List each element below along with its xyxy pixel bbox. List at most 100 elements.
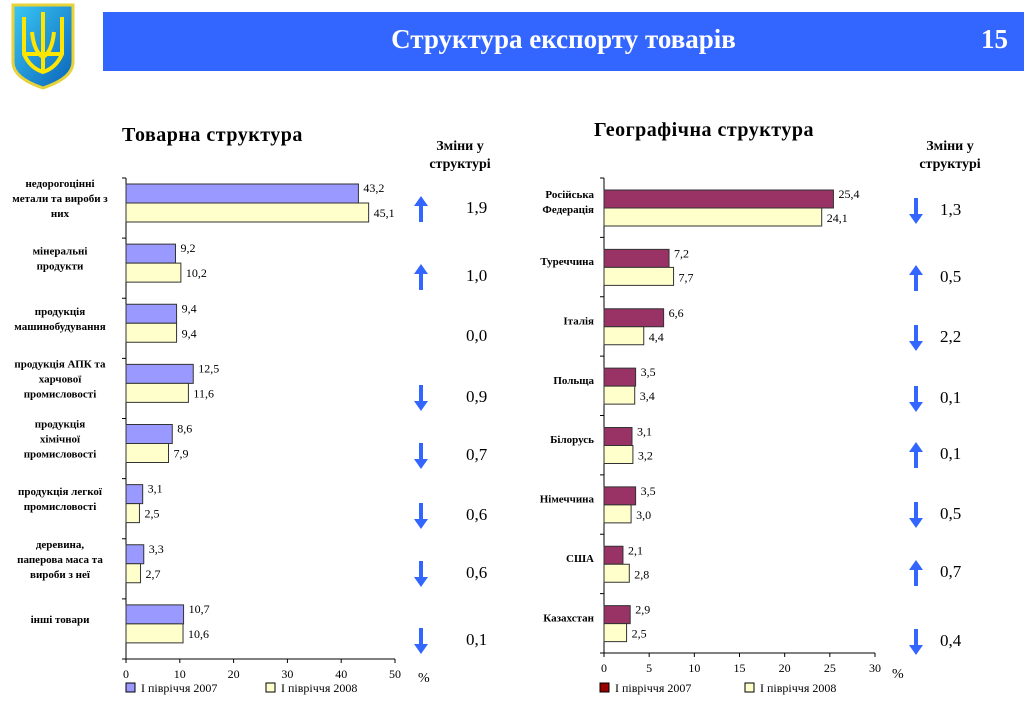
data-label: 7,2 [674, 246, 689, 260]
category-label: деревина, паперова маса та вироби з неї [17, 539, 103, 581]
data-label: 45,1 [374, 206, 395, 220]
data-label: 43,2 [363, 181, 384, 195]
data-label: 10,2 [186, 266, 207, 280]
arrow-up-icon [414, 196, 428, 222]
data-label: 10,6 [188, 627, 209, 641]
bar-2008 [125, 623, 184, 644]
change-value: 0,1 [940, 444, 962, 463]
data-label: 7,9 [174, 447, 189, 461]
category-label: США [566, 553, 594, 565]
data-label: 24,1 [827, 211, 848, 225]
change-value: 2,2 [940, 327, 962, 346]
bar-2007 [603, 248, 670, 268]
arrow-down-icon [909, 198, 923, 224]
change-value: 0,7 [466, 445, 488, 464]
category-label: недорогоцінні метали та вироби з них [12, 178, 108, 220]
bar-2007 [603, 308, 665, 328]
change-value: 0,6 [466, 563, 488, 582]
bar-2008 [603, 207, 823, 227]
data-label: 6,6 [669, 306, 684, 320]
bar-2007 [603, 545, 624, 565]
data-label: 11,6 [193, 386, 214, 400]
bar-2008 [603, 623, 628, 643]
slide-title: Структура експорту товарів [391, 24, 736, 54]
bar-2008 [603, 563, 630, 583]
x-tick-label: 40 [335, 667, 347, 681]
change-value: 1,3 [940, 200, 962, 219]
category-label: Казахстан [543, 612, 594, 624]
legend-label: І півріччя 2008 [760, 681, 836, 695]
x-tick-label: 30 [281, 667, 293, 681]
bar-2008 [603, 266, 675, 286]
data-label: 8,6 [177, 422, 192, 436]
data-label: 2,8 [634, 567, 649, 581]
category-label: Італія [563, 315, 594, 327]
data-label: 3,2 [638, 449, 653, 463]
data-label: 9,2 [180, 241, 195, 255]
page-number: 15 [981, 24, 1008, 54]
data-label: 10,7 [189, 602, 210, 616]
x-axis-unit-label: % [892, 667, 904, 682]
category-label: продукція АПК та харчової промисловості [14, 358, 106, 400]
arrow-down-icon [414, 503, 428, 529]
bar-2008 [125, 443, 170, 463]
legend-swatch-2007 [125, 682, 136, 693]
x-tick-label: 25 [824, 661, 836, 675]
category-label: мінеральні продукти [33, 246, 88, 273]
bar-2007 [603, 367, 637, 387]
legend-swatch-2008 [265, 682, 276, 693]
bar-2008 [125, 563, 142, 584]
change-value: 0,0 [466, 326, 488, 345]
arrow-down-icon [909, 386, 923, 412]
change-value: 0,4 [940, 631, 962, 650]
bar-2008 [603, 504, 632, 524]
bar-2007 [603, 189, 834, 209]
data-label: 9,4 [182, 326, 197, 340]
x-axis-unit-label: % [418, 671, 430, 686]
right-change-header: Зміни у структурі [919, 139, 981, 172]
category-label: Російська Федерація [542, 189, 594, 216]
arrow-down-icon [414, 628, 428, 654]
arrow-down-icon [909, 629, 923, 655]
category-label: продукція машинобудування [14, 306, 105, 333]
left-chart-title: Товарна структура [122, 124, 303, 146]
x-tick-label: 30 [869, 661, 881, 675]
arrow-down-icon [909, 502, 923, 528]
data-label: 2,1 [628, 543, 643, 557]
change-value: 0,5 [940, 267, 962, 286]
category-label: Польща [553, 375, 594, 387]
bar-2008 [125, 262, 182, 283]
data-label: 2,7 [146, 567, 161, 581]
category-label: продукція хімічної промисловості [24, 419, 97, 461]
change-value: 0,1 [466, 630, 488, 649]
data-label: 3,3 [149, 542, 164, 556]
bar-2008 [125, 202, 370, 223]
x-tick-label: 0 [123, 667, 129, 681]
category-label: Німеччина [540, 494, 595, 506]
arrow-up-icon [909, 560, 923, 586]
x-tick-label: 20 [228, 667, 240, 681]
bar-2008 [603, 445, 634, 464]
arrow-down-icon [414, 561, 428, 587]
legend-label: І півріччя 2007 [615, 681, 691, 695]
change-value: 1,0 [466, 266, 488, 285]
data-label: 7,7 [679, 270, 694, 284]
bar-2008 [125, 322, 178, 343]
change-value: 1,9 [466, 198, 488, 217]
data-label: 4,4 [649, 330, 664, 344]
bar-2008 [603, 326, 645, 346]
bar-2007 [603, 427, 633, 446]
legend-swatch-2007 [599, 682, 610, 693]
data-label: 2,9 [635, 603, 650, 617]
data-label: 12,5 [198, 361, 219, 375]
arrow-down-icon [909, 325, 923, 351]
legend-label: І півріччя 2008 [281, 681, 357, 695]
change-value: 0,5 [940, 504, 962, 523]
left-change-header: Зміни у структурі [429, 139, 491, 172]
x-tick-label: 5 [646, 661, 652, 675]
category-label: Білорусь [550, 434, 594, 446]
category-label: продукція легкої промисловості [18, 486, 103, 513]
data-label: 25,4 [838, 187, 859, 201]
